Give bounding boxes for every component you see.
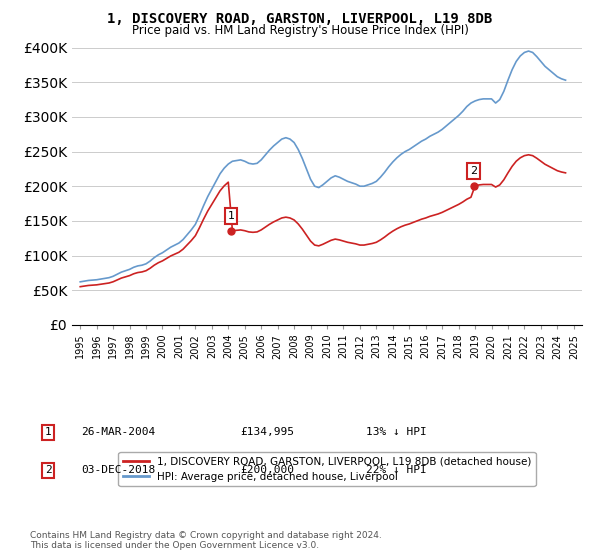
Text: 1: 1 — [44, 427, 52, 437]
Text: £134,995: £134,995 — [240, 427, 294, 437]
Text: Price paid vs. HM Land Registry's House Price Index (HPI): Price paid vs. HM Land Registry's House … — [131, 24, 469, 37]
Text: 2: 2 — [44, 465, 52, 475]
Text: 2: 2 — [470, 166, 477, 176]
Text: £200,000: £200,000 — [240, 465, 294, 475]
Text: 1: 1 — [227, 211, 235, 221]
Text: 26-MAR-2004: 26-MAR-2004 — [81, 427, 155, 437]
Legend: 1, DISCOVERY ROAD, GARSTON, LIVERPOOL, L19 8DB (detached house), HPI: Average pr: 1, DISCOVERY ROAD, GARSTON, LIVERPOOL, L… — [118, 452, 536, 486]
Text: 03-DEC-2018: 03-DEC-2018 — [81, 465, 155, 475]
Text: 13% ↓ HPI: 13% ↓ HPI — [366, 427, 427, 437]
Text: 1, DISCOVERY ROAD, GARSTON, LIVERPOOL, L19 8DB: 1, DISCOVERY ROAD, GARSTON, LIVERPOOL, L… — [107, 12, 493, 26]
Text: 22% ↓ HPI: 22% ↓ HPI — [366, 465, 427, 475]
Text: Contains HM Land Registry data © Crown copyright and database right 2024.
This d: Contains HM Land Registry data © Crown c… — [30, 530, 382, 550]
